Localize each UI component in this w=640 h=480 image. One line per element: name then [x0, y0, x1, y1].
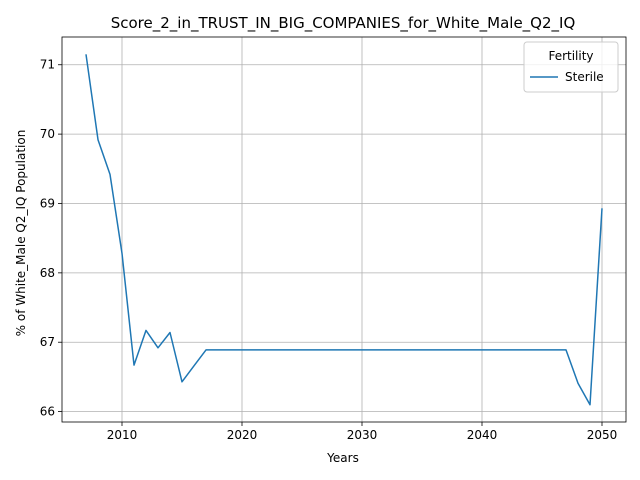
- x-tick-label: 2010: [107, 428, 138, 442]
- legend-label-sterile: Sterile: [565, 70, 604, 84]
- x-tick-label: 2050: [587, 428, 618, 442]
- series-line-sterile: [86, 54, 602, 404]
- x-tick-label: 2020: [227, 428, 258, 442]
- series-group: [86, 54, 602, 404]
- y-tick-label: 68: [40, 266, 55, 280]
- y-tick-label: 69: [40, 196, 55, 210]
- x-tick-label: 2040: [467, 428, 498, 442]
- legend: Fertility Sterile: [524, 42, 618, 92]
- y-tick-label: 70: [40, 127, 55, 141]
- legend-title: Fertility: [548, 49, 593, 63]
- y-tick-label: 71: [40, 58, 55, 72]
- x-axis: 2010 2020 2030 2040 2050: [107, 422, 618, 442]
- plot-frame: [62, 37, 626, 422]
- chart-title: Score_2_in_TRUST_IN_BIG_COMPANIES_for_Wh…: [111, 14, 576, 33]
- x-axis-label: Years: [326, 451, 359, 465]
- grid: [62, 37, 626, 422]
- y-axis-label: % of White_Male Q2_IQ Population: [14, 130, 28, 337]
- y-tick-label: 66: [40, 405, 55, 419]
- x-tick-label: 2030: [347, 428, 378, 442]
- y-tick-label: 67: [40, 335, 55, 349]
- y-axis: 66 67 68 69 70 71: [40, 58, 62, 419]
